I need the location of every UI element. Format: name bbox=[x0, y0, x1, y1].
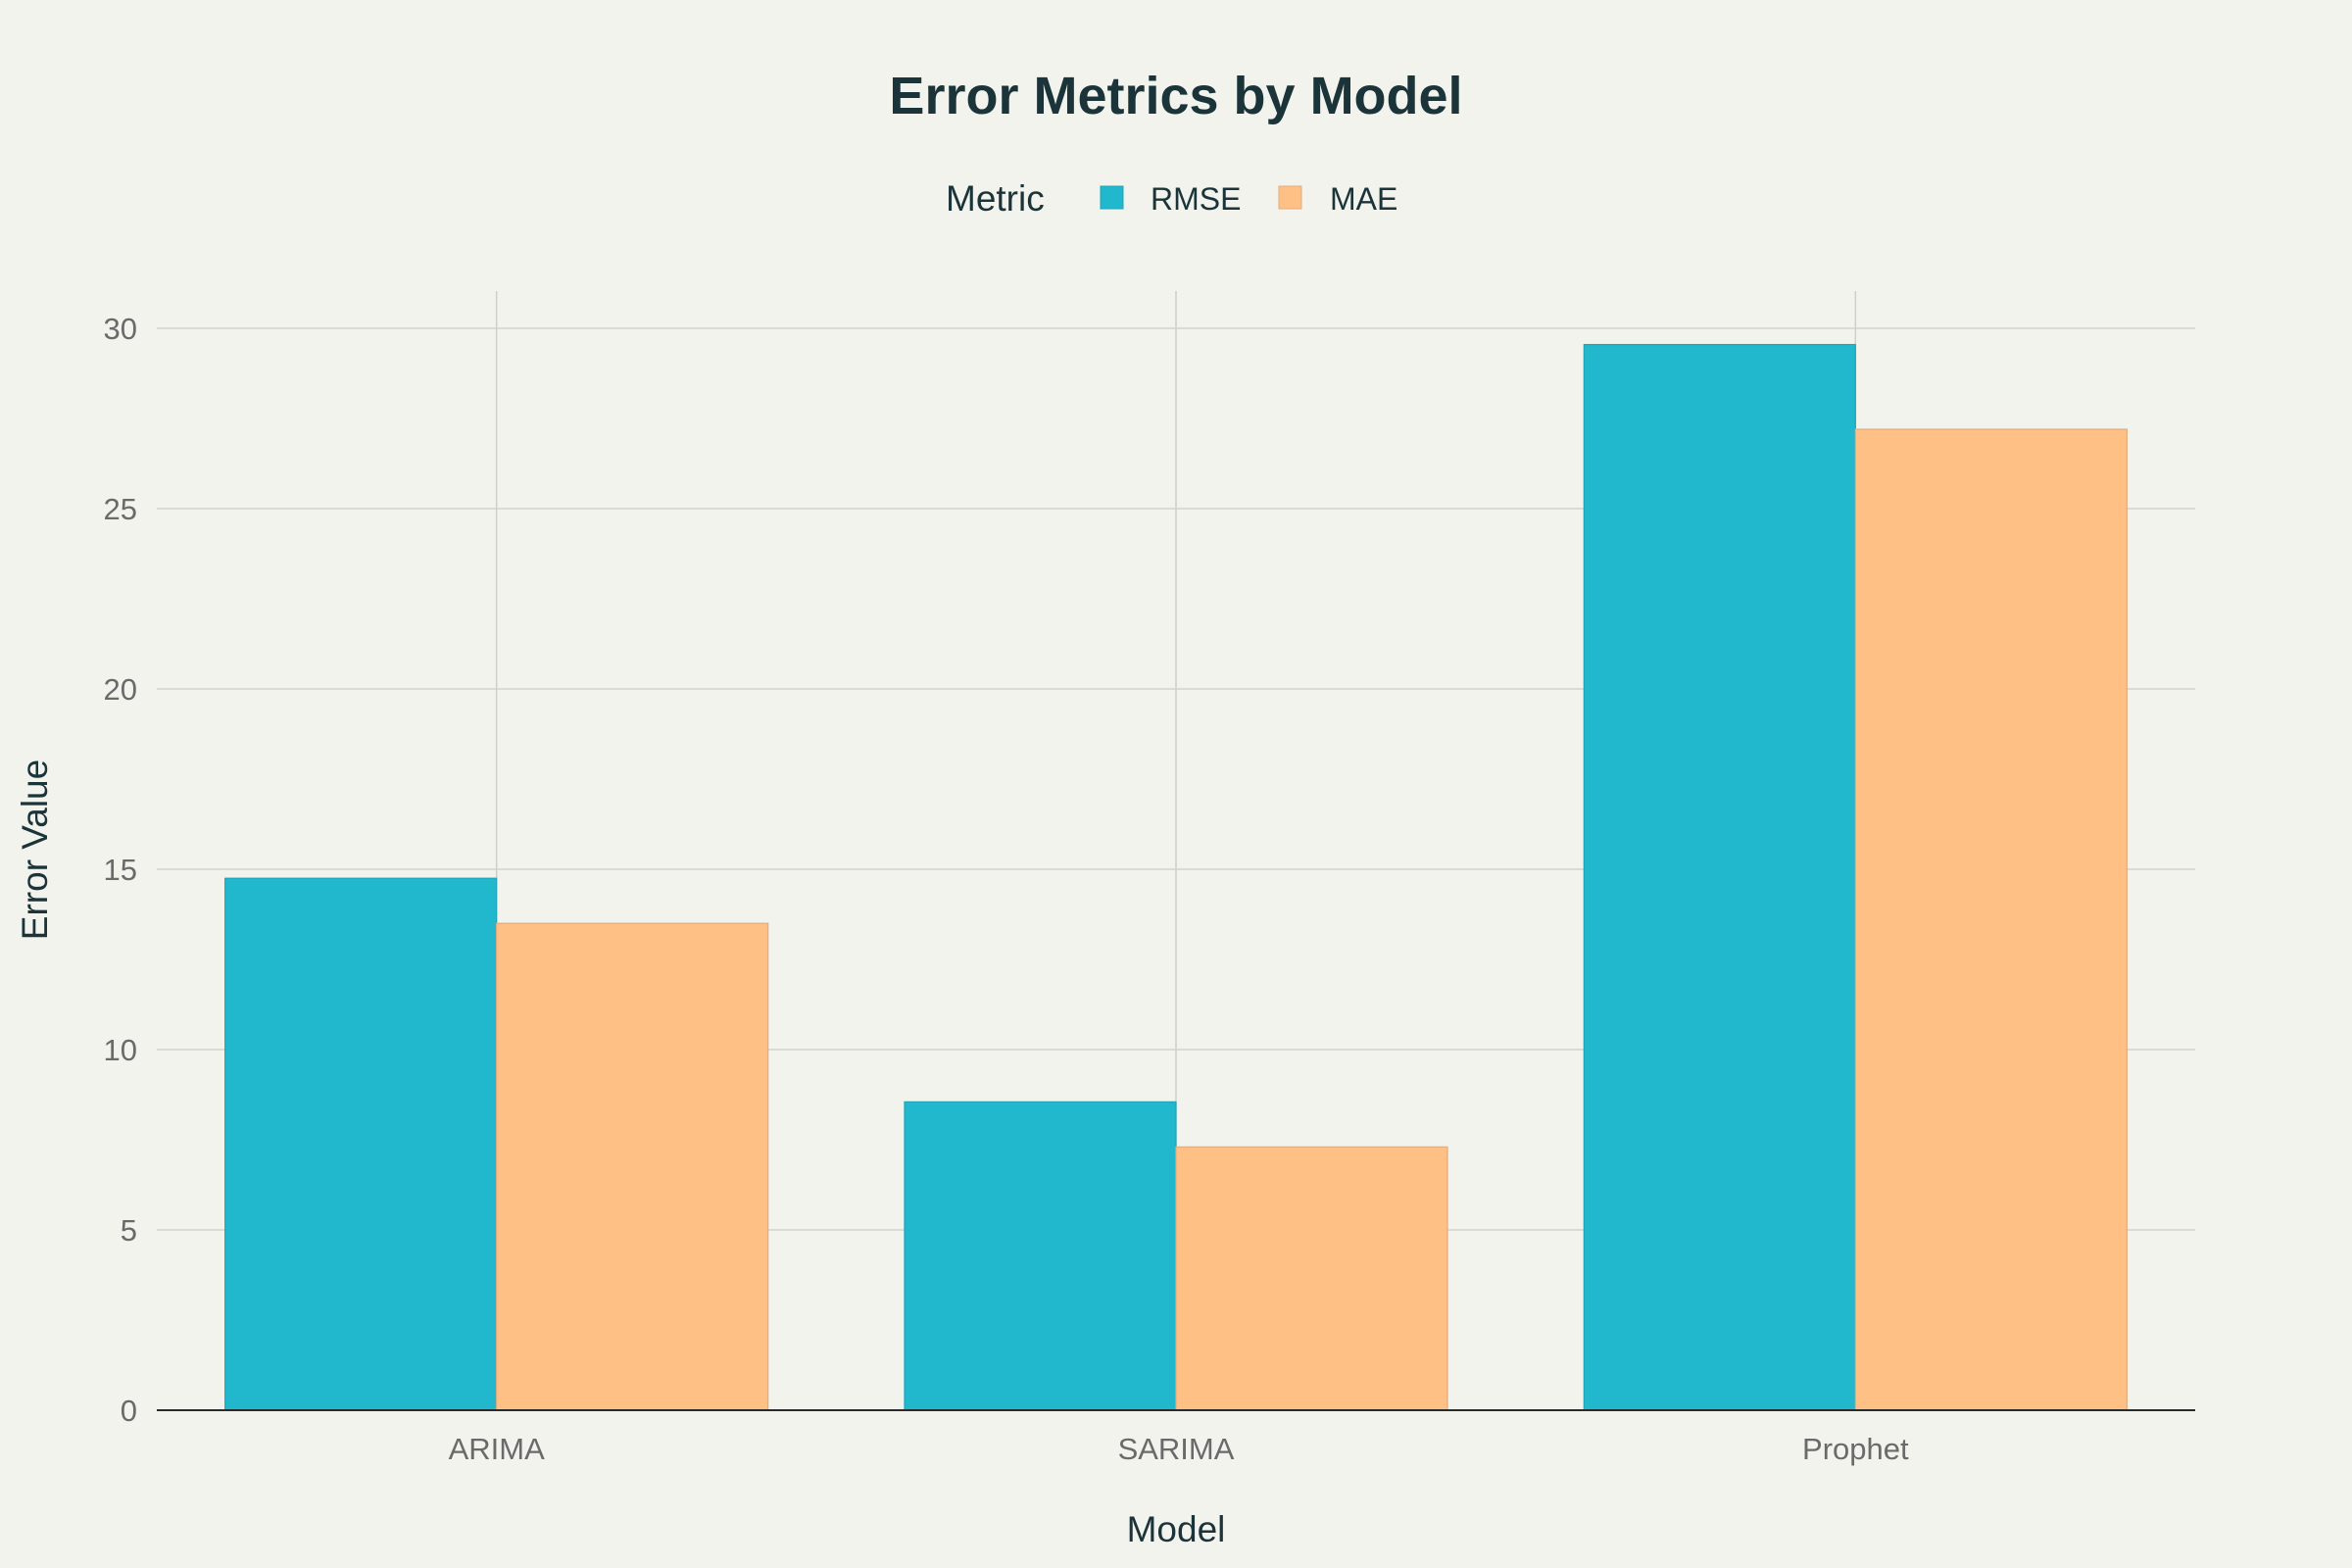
legend: Metric RMSE MAE bbox=[946, 178, 1397, 219]
y-tick-label: 0 bbox=[121, 1394, 137, 1428]
legend-label-mae: MAE bbox=[1330, 181, 1397, 217]
legend-swatch-rmse bbox=[1100, 185, 1124, 210]
bar-rmse-arima bbox=[224, 877, 498, 1411]
legend-title: Metric bbox=[946, 178, 1045, 219]
x-tick-label: Prophet bbox=[1802, 1432, 1909, 1466]
y-tick-label: 10 bbox=[104, 1033, 137, 1067]
bar-mae-prophet bbox=[1854, 428, 2128, 1411]
x-tick-label: ARIMA bbox=[449, 1432, 546, 1466]
legend-swatch-mae bbox=[1278, 185, 1302, 210]
axes-layer: 0 5 10 15 20 25 30 ARIMA SARIMA Prophet bbox=[104, 312, 2195, 1466]
y-tick-label: 30 bbox=[104, 312, 137, 346]
y-tick-label: 20 bbox=[104, 672, 137, 707]
y-tick-label: 5 bbox=[121, 1213, 137, 1248]
y-tick-label: 25 bbox=[104, 492, 137, 526]
y-axis-title: Error Value bbox=[15, 760, 55, 940]
y-tick-label: 15 bbox=[104, 853, 137, 887]
bar-mae-sarima bbox=[1175, 1146, 1448, 1411]
bar-rmse-sarima bbox=[904, 1101, 1177, 1411]
bars-layer bbox=[224, 343, 2128, 1411]
x-tick-label: SARIMA bbox=[1118, 1432, 1235, 1466]
legend-label-rmse: RMSE bbox=[1151, 181, 1241, 217]
chart-title: Error Metrics by Model bbox=[889, 67, 1462, 125]
x-axis-title: Model bbox=[1127, 1509, 1226, 1549]
bar-rmse-prophet bbox=[1583, 343, 1856, 1411]
bar-mae-arima bbox=[496, 922, 769, 1411]
